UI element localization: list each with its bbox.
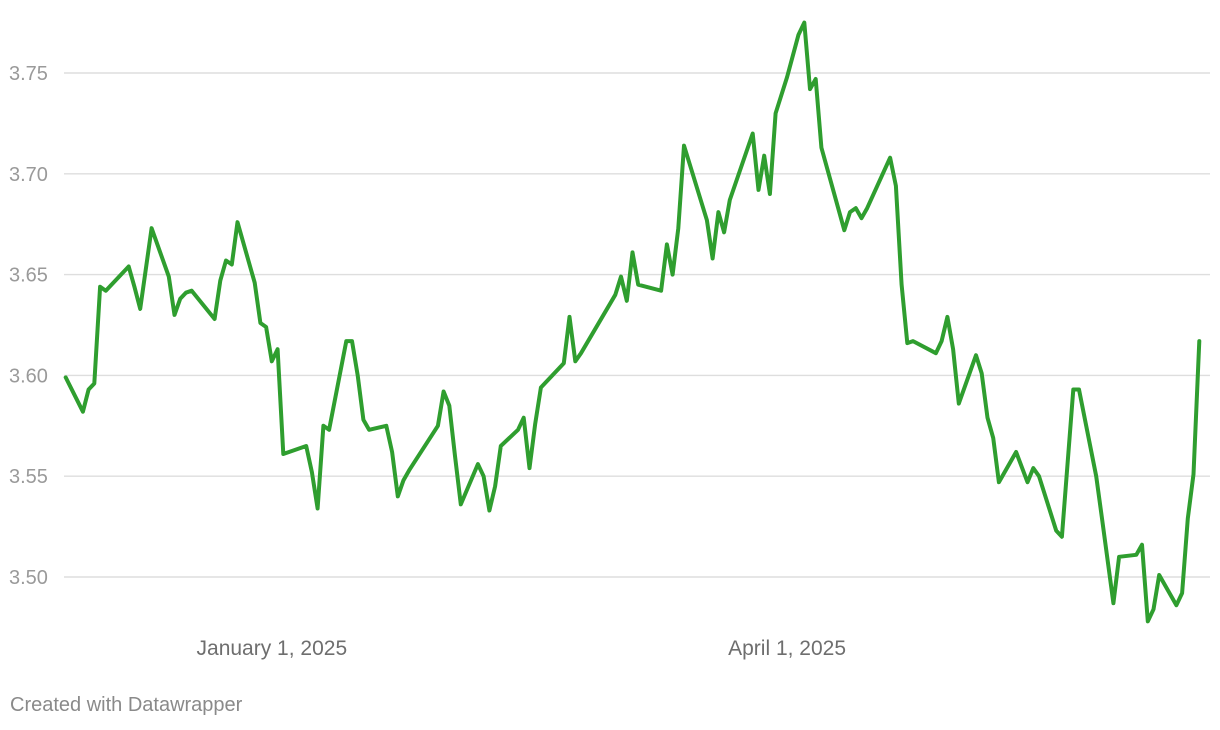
- datawrapper-credit: Created with Datawrapper: [10, 694, 243, 716]
- y-tick-label: 3.70: [9, 164, 48, 186]
- x-tick-label: January 1, 2025: [197, 637, 348, 660]
- y-tick-label: 3.55: [9, 466, 48, 488]
- y-tick-label: 3.60: [9, 365, 48, 387]
- series-line: [63, 20, 1202, 624]
- y-tick-label-background: [0, 563, 64, 591]
- y-tick-label: 3.75: [9, 63, 48, 85]
- line-chart: 3.50 3.55 3.60 3.65 3.70 3.75 January 1, 2025…: [0, 20, 1210, 660]
- x-axis-tick-labels: January 1, 2025 April 1, 2025: [197, 637, 847, 660]
- y-tick-label-background: [0, 159, 64, 188]
- y-axis-tick-labels: 3.50 3.55 3.60 3.65 3.70 3.75: [0, 59, 64, 591]
- y-tick-label-background: [0, 59, 64, 87]
- y-tick-label-background: [0, 361, 64, 390]
- y-gridlines: [0, 72, 1210, 578]
- x-tick-label: April 1, 2025: [728, 637, 846, 660]
- y-tick-label-background: [0, 462, 64, 491]
- series-lines: [63, 20, 1202, 624]
- y-tick-label: 3.65: [9, 265, 48, 287]
- y-tick-label-background: [0, 260, 64, 289]
- y-tick-label: 3.50: [9, 567, 48, 589]
